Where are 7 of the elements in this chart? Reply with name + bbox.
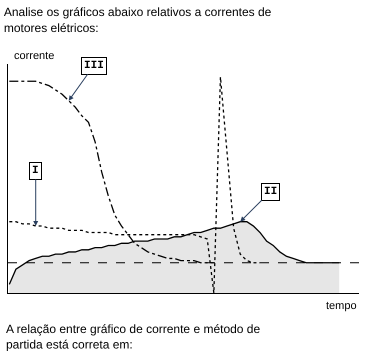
text: II bbox=[264, 186, 278, 198]
text: III bbox=[84, 60, 104, 72]
text: I bbox=[32, 165, 39, 177]
x-axis-title: tempo bbox=[326, 300, 357, 312]
chart-title: Analise os gráficos abaixo relativos a correntes de motores elétricos: bbox=[4, 5, 272, 35]
text: A relação entre gráfico de corrente e método de partida está correta em: bbox=[6, 322, 260, 352]
y-axis-title: corrente bbox=[14, 50, 54, 62]
